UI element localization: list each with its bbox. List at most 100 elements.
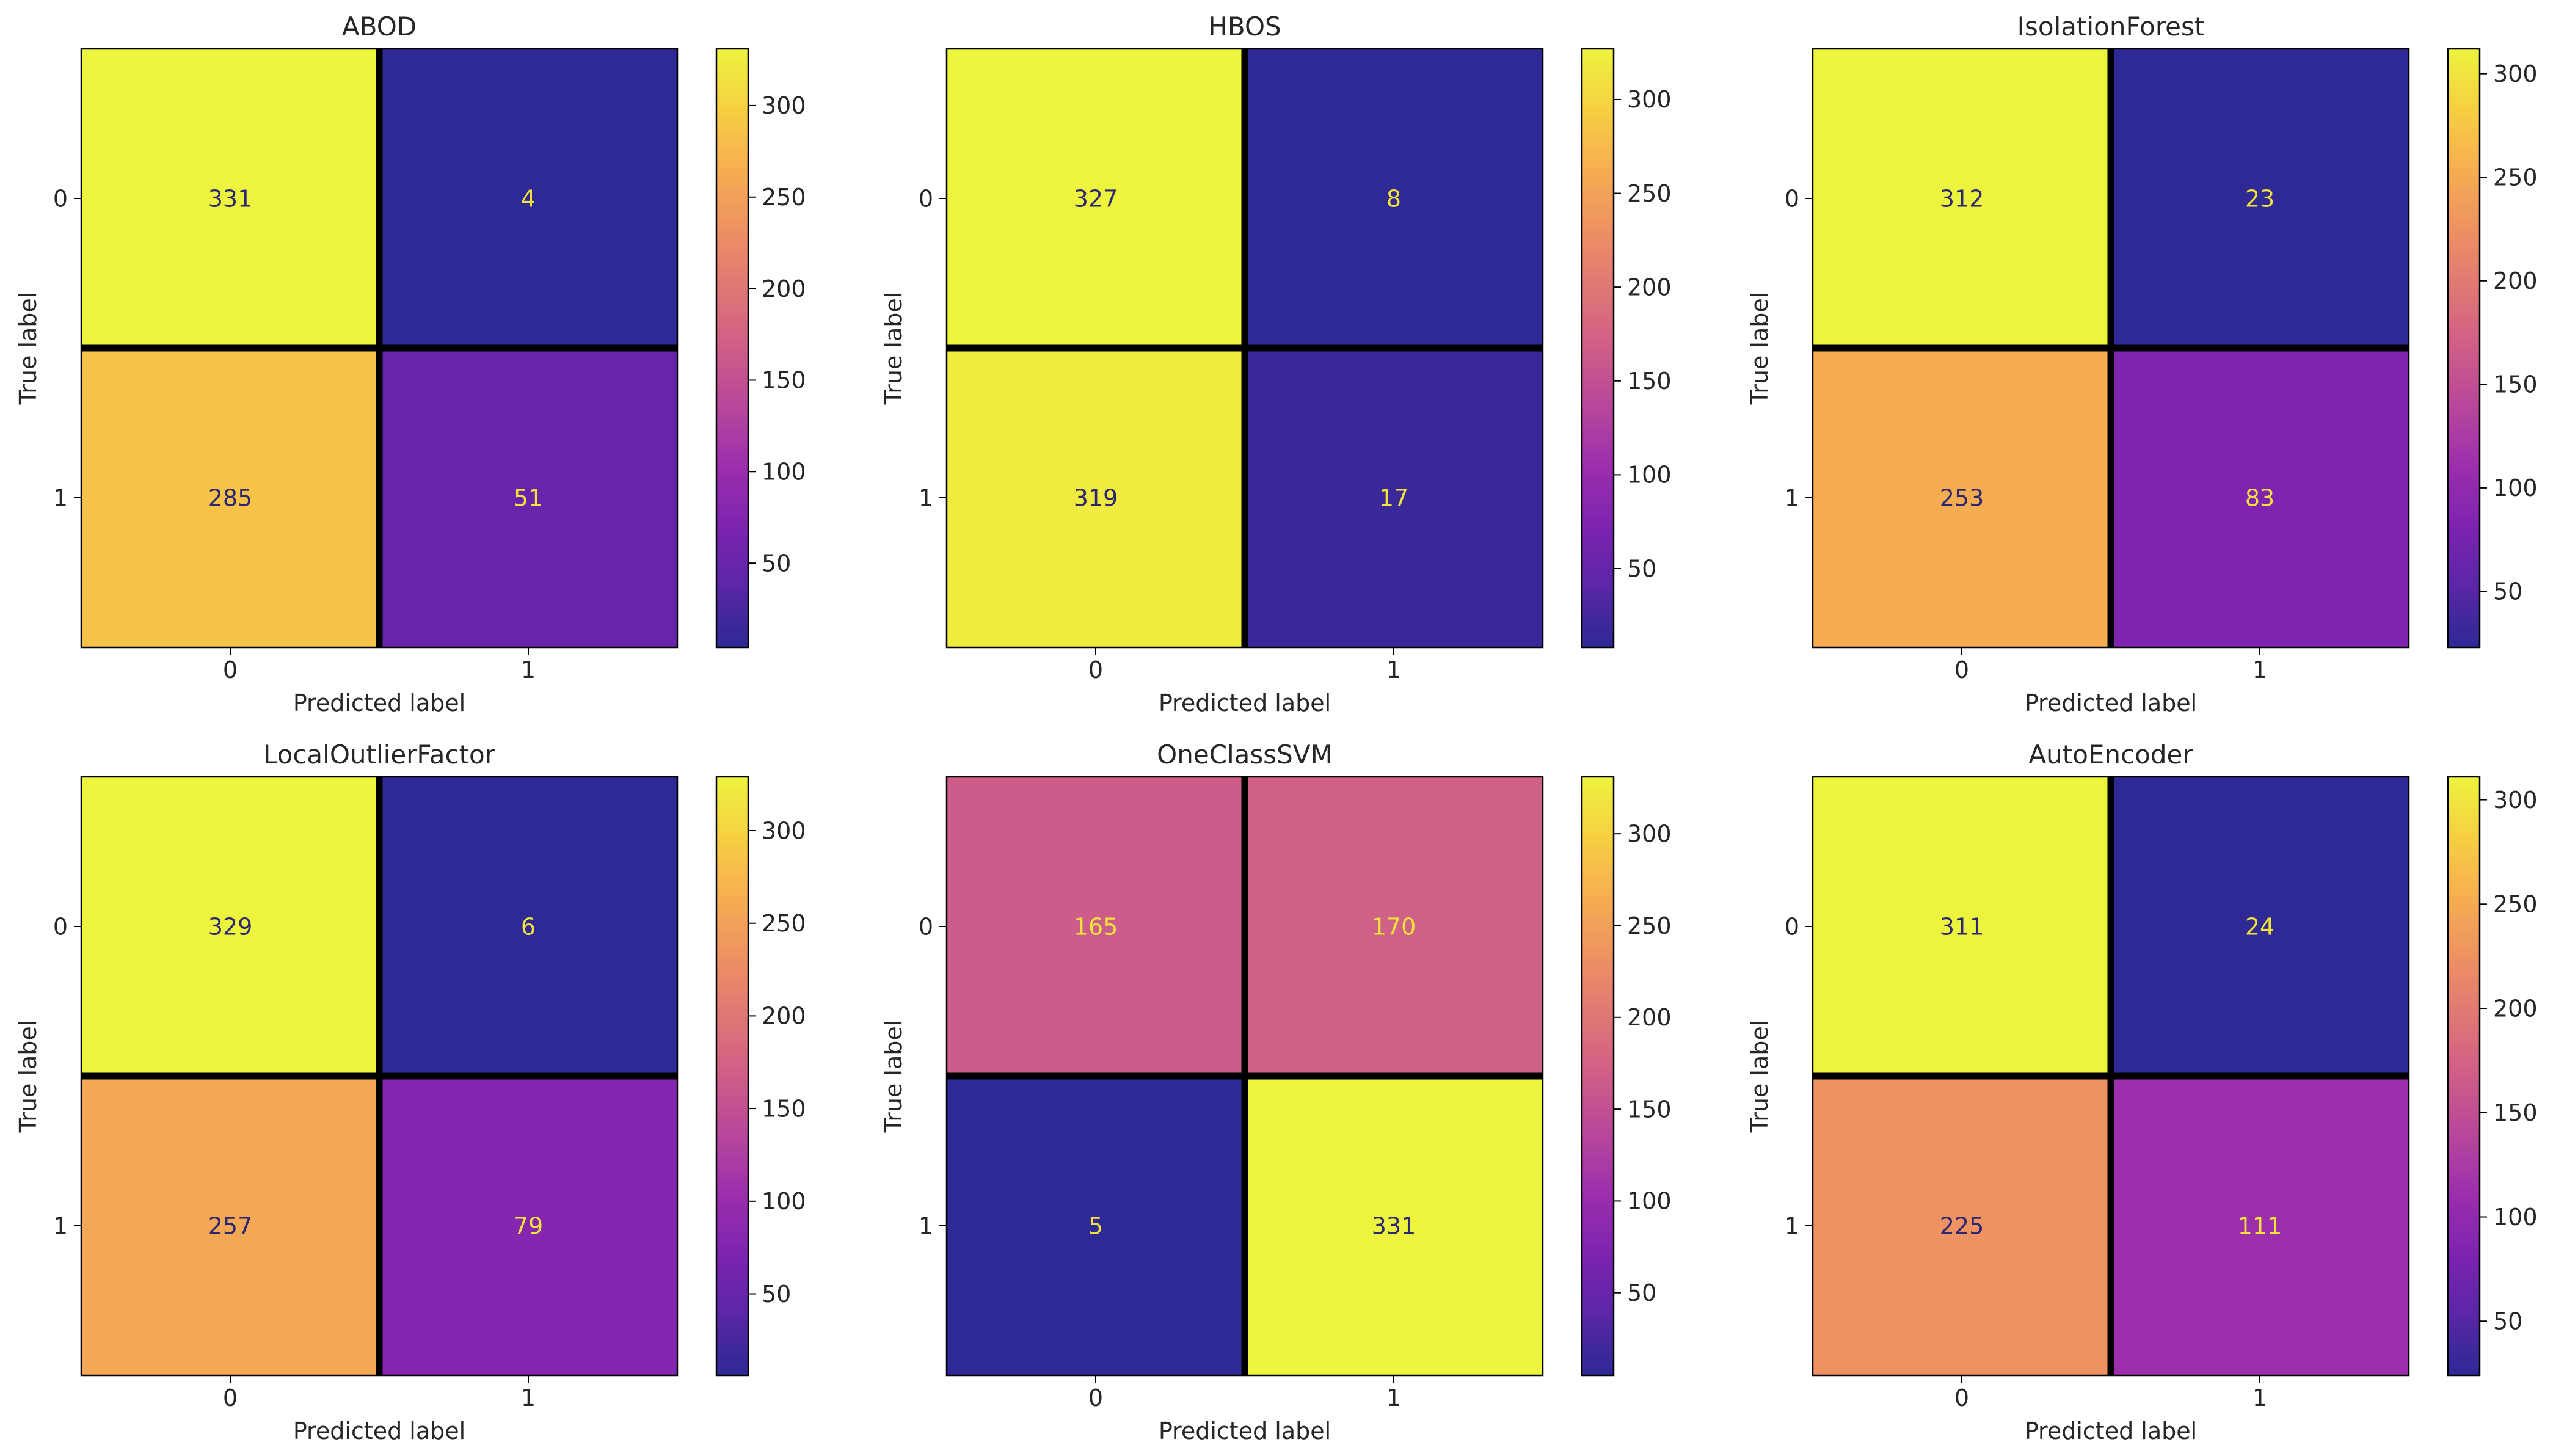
colorbar-segment: [1582, 432, 1614, 439]
colorbar-segment: [716, 796, 748, 803]
colorbar-segment: [716, 782, 748, 788]
colorbar-segment: [716, 522, 748, 528]
colorbar-segment: [1582, 1016, 1614, 1022]
x-tick-label: 0: [1954, 1385, 1969, 1411]
colorbar-segment: [2448, 208, 2480, 214]
colorbar-segment: [2448, 492, 2480, 498]
colorbar-segment: [2448, 1160, 2480, 1167]
colorbar-segment: [2448, 1166, 2480, 1171]
confusion-matrix-panel: 331 4 285 51 ABOD 0 1 0 1 Predicted label True lab…: [15, 12, 806, 716]
colorbar-segment: [2448, 268, 2480, 274]
colorbar-segment: [2448, 891, 2480, 897]
chart-title: HBOS: [1208, 12, 1281, 42]
colorbar-segment: [2448, 248, 2480, 254]
colorbar-segment: [1582, 348, 1614, 354]
chart-title: IsolationForest: [2017, 12, 2205, 42]
colorbar-segment: [716, 1116, 748, 1122]
colorbar-frame: [1581, 776, 1615, 1377]
colorbar-segment: [716, 1056, 748, 1062]
x-axis-label: Predicted label: [2025, 1418, 2197, 1444]
colorbar-segment: [2448, 1350, 2480, 1356]
colorbar-segment: [716, 1325, 748, 1331]
colorbar-segment: [2448, 602, 2480, 608]
colorbar-frame: [2447, 776, 2481, 1377]
colorbar-segment: [716, 911, 748, 917]
colorbar-segment: [716, 453, 748, 459]
colorbar-tick-label: 100: [1627, 462, 1672, 489]
x-tick-label: 1: [1386, 657, 1401, 683]
confusion-matrix-panel: 327 8 319 17 HBOS 0 1 0 1 Predicted label True lab…: [880, 12, 1672, 716]
colorbar-segment: [1582, 243, 1614, 249]
colorbar-segment: [2448, 123, 2480, 129]
colorbar-segment: [716, 1370, 748, 1376]
matrix-cell: [947, 1076, 1245, 1375]
colorbar-segment: [2448, 826, 2480, 832]
colorbar-segment: [1582, 528, 1614, 533]
colorbar-segment: [1582, 856, 1614, 862]
colorbar-segment: [1582, 368, 1614, 374]
colorbar-segment: [716, 98, 748, 104]
colorbar-segment: [1582, 402, 1614, 409]
matrix-cell: [947, 777, 1245, 1076]
colorbar-segment: [2448, 158, 2480, 164]
colorbar-segment: [1582, 308, 1614, 314]
colorbar-segment: [716, 1046, 748, 1052]
colorbar-segment: [716, 542, 748, 548]
colorbar-segment: [1582, 801, 1614, 807]
colorbar-segment: [716, 103, 748, 109]
colorbar-segment: [2448, 93, 2480, 100]
colorbar-segment: [2448, 1250, 2480, 1256]
confusion-matrix-panel: 312 23 253 83 IsolationForest 0 1 0 1 Predicted l…: [1746, 12, 2538, 716]
colorbar-segment: [1582, 1151, 1614, 1157]
y-axis-label: True label: [880, 1020, 907, 1134]
colorbar-tick-label: 150: [2493, 1099, 2538, 1126]
y-tick-label: 1: [919, 484, 933, 511]
colorbar-segment: [1582, 941, 1614, 947]
colorbar-segment: [1582, 1316, 1614, 1321]
colorbar-segment: [716, 1335, 748, 1341]
colorbar-segment: [2448, 1036, 2480, 1042]
colorbar-segment: [2448, 971, 2480, 977]
colorbar-segment: [716, 93, 748, 100]
colorbar-segment: [1582, 1001, 1614, 1007]
colorbar-segment: [2448, 193, 2480, 199]
colorbar-segment: [1582, 1046, 1614, 1052]
x-axis-label: Predicted label: [293, 1418, 465, 1444]
colorbar-segment: [1582, 886, 1614, 892]
colorbar-segment: [716, 498, 748, 503]
colorbar-segment: [2448, 188, 2480, 194]
colorbar-segment: [2448, 1201, 2480, 1207]
colorbar-segment: [1582, 1300, 1614, 1306]
colorbar-segment: [1582, 842, 1614, 848]
cell-value-label: 24: [2245, 913, 2274, 940]
colorbar-segment: [1582, 453, 1614, 459]
colorbar-segment: [1582, 423, 1614, 429]
colorbar-segment: [2448, 1021, 2480, 1027]
cell-value-label: 312: [1940, 185, 1984, 212]
colorbar-segment: [2448, 273, 2480, 279]
colorbar-segment: [716, 508, 748, 514]
colorbar-segment: [716, 956, 748, 962]
colorbar-segment: [2448, 582, 2480, 588]
colorbar-segment: [1582, 817, 1614, 823]
colorbar-segment: [1582, 338, 1614, 344]
colorbar-segment: [716, 1021, 748, 1027]
colorbar-segment: [2448, 986, 2480, 992]
colorbar-segment: [716, 971, 748, 977]
colorbar-segment: [716, 572, 748, 578]
colorbar-segment: [716, 856, 748, 862]
colorbar-segment: [1582, 93, 1614, 100]
colorbar-segment: [1582, 577, 1614, 583]
colorbar-segment: [1582, 1091, 1614, 1097]
colorbar-segment: [2448, 1146, 2480, 1152]
colorbar-segment: [1582, 1086, 1614, 1092]
colorbar-segment: [2448, 851, 2480, 857]
colorbar-segment: [2448, 801, 2480, 807]
colorbar-segment: [716, 886, 748, 892]
matrix-cell: [379, 777, 677, 1076]
colorbar-segment: [1582, 1370, 1614, 1376]
colorbar-segment: [2448, 288, 2480, 294]
colorbar-segment: [1582, 787, 1614, 793]
colorbar-segment: [1582, 1181, 1614, 1187]
colorbar-segment: [1582, 253, 1614, 259]
